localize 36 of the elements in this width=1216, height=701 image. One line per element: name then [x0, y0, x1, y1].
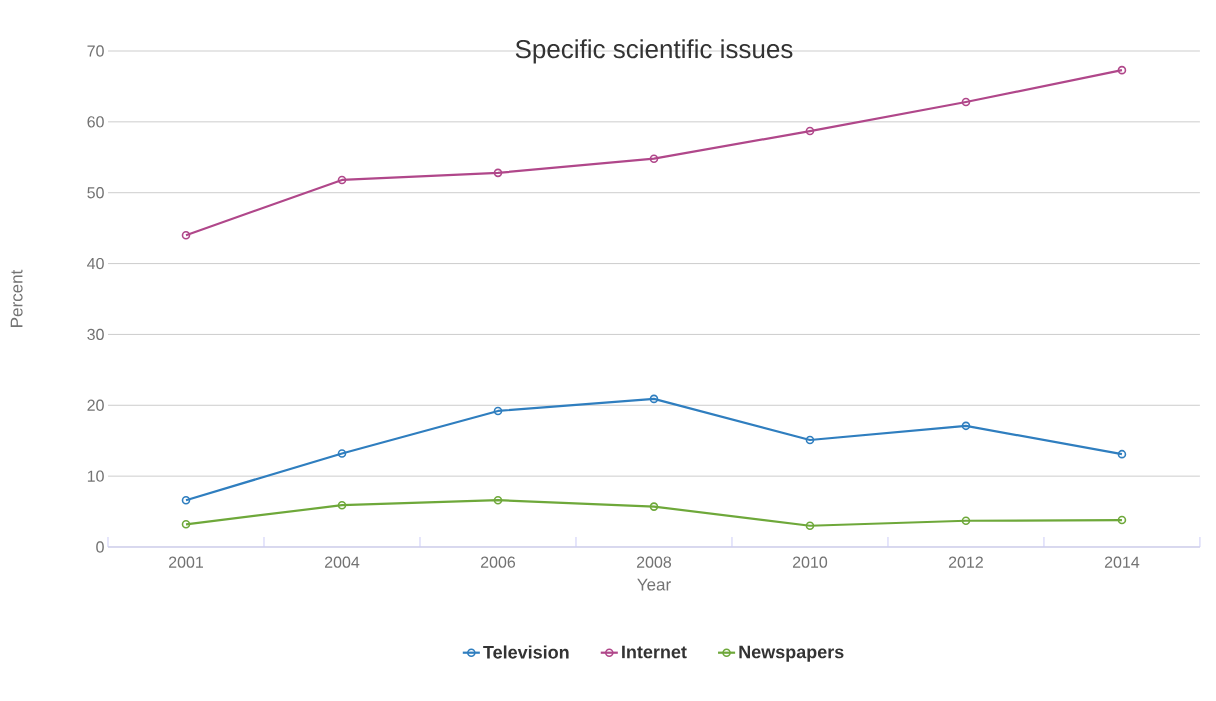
- point: [337, 449, 347, 458]
- x-tick-label: 2001: [169, 556, 203, 568]
- x-tick-label: 2012: [948, 556, 983, 568]
- y-tick-label: 70: [87, 45, 104, 57]
- x-tick-label: 2014: [1104, 556, 1140, 568]
- point: [805, 126, 815, 136]
- y-tick-label: 30: [87, 328, 104, 341]
- point: [961, 516, 971, 526]
- y-tick-label: 20: [87, 399, 104, 411]
- point: [337, 500, 347, 510]
- point: [649, 394, 659, 404]
- point: [649, 502, 659, 511]
- legend-label: Internet: [622, 645, 687, 659]
- point: [805, 521, 815, 531]
- x-tick-label: 2008: [636, 556, 672, 568]
- legend-label: Television: [483, 645, 569, 659]
- y-tick-label: 0: [96, 541, 104, 553]
- y-tick-label: 50: [87, 187, 104, 199]
- y-tick-label: 10: [87, 470, 104, 482]
- y-tick-label: 40: [87, 257, 104, 270]
- point: [961, 97, 971, 107]
- x-axis-title: Year: [637, 578, 671, 591]
- point: [493, 406, 503, 416]
- point: [493, 495, 503, 505]
- point: [493, 168, 503, 178]
- legend-label: Newspapers: [739, 645, 844, 662]
- x-tick-label: 2004: [325, 556, 360, 568]
- x-tick-label: 2006: [480, 556, 516, 568]
- chart-title: Specific scientific issues: [515, 39, 793, 64]
- y-axis-title: Percent: [10, 269, 23, 327]
- point: [961, 421, 971, 431]
- x-tick-label: 2010: [792, 556, 828, 568]
- point: [337, 175, 347, 185]
- point: [649, 154, 659, 163]
- point: [805, 435, 815, 445]
- y-tick-label: 60: [87, 116, 104, 128]
